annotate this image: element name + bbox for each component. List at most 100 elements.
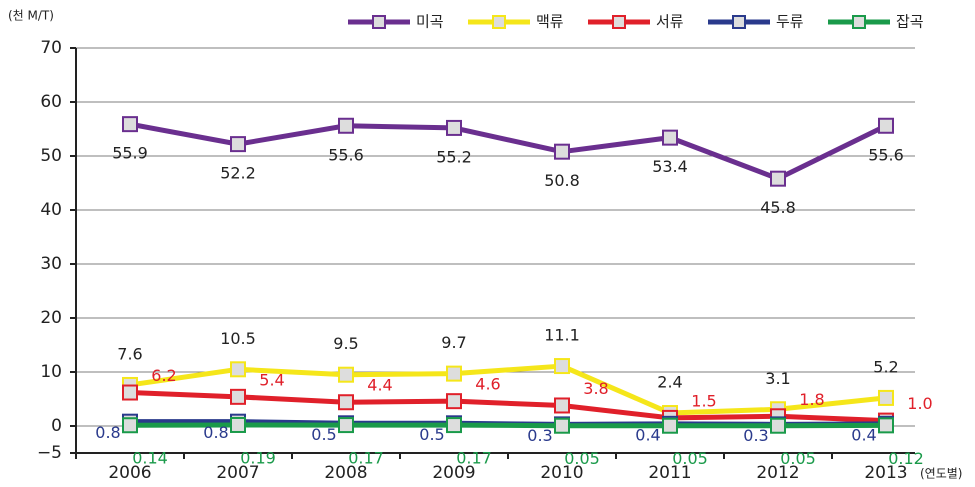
marker <box>230 361 246 378</box>
marker <box>446 365 462 382</box>
value-label: 0.05 <box>564 449 600 468</box>
marker <box>878 389 894 406</box>
x-tick-label: 2009 <box>432 463 475 483</box>
marker <box>338 366 354 383</box>
value-label: 55.2 <box>436 147 472 166</box>
value-label: 0.8 <box>95 423 120 442</box>
value-label: 0.14 <box>132 449 168 468</box>
y-tick-label: 30 <box>40 254 62 274</box>
value-label: 0.4 <box>851 425 876 444</box>
marker <box>770 417 786 434</box>
value-label: 5.2 <box>873 357 898 376</box>
value-label: 55.6 <box>868 145 904 164</box>
marker <box>554 358 570 375</box>
value-label: 0.3 <box>527 426 552 445</box>
marker <box>554 397 570 414</box>
legend-label: 두류 <box>776 13 804 31</box>
marker <box>662 129 678 146</box>
value-label: 11.1 <box>544 326 580 345</box>
value-label: 0.5 <box>311 425 336 444</box>
value-label: 5.4 <box>259 370 284 389</box>
value-label: 0.17 <box>456 449 492 468</box>
value-label: 3.1 <box>765 369 790 388</box>
marker <box>878 117 894 134</box>
y-tick-label: 50 <box>40 146 62 166</box>
x-tick-label: 2006 <box>108 463 151 483</box>
value-label: 7.6 <box>117 344 142 363</box>
marker <box>554 417 570 434</box>
value-label: 0.8 <box>203 423 228 442</box>
x-tick-label: 2007 <box>216 463 259 483</box>
y-tick-label: 40 <box>40 200 62 220</box>
legend-label: 맥류 <box>536 13 564 31</box>
value-label: 0.17 <box>348 449 384 468</box>
y-tick-label: 0 <box>51 416 62 436</box>
x-tick-label: 2013 <box>864 463 907 483</box>
marker <box>554 143 570 160</box>
legend-marker <box>372 15 386 29</box>
value-label: 9.5 <box>333 334 358 353</box>
marker <box>122 417 138 434</box>
marker <box>338 117 354 134</box>
marker <box>662 417 678 434</box>
y-tick-label: −5 <box>37 443 62 463</box>
marker <box>446 393 462 410</box>
legend-marker <box>852 15 866 29</box>
value-label: 4.4 <box>367 376 392 395</box>
value-label: 0.3 <box>743 426 768 445</box>
value-label: 9.7 <box>441 333 466 352</box>
y-tick-label: 70 <box>40 38 62 58</box>
legend-marker <box>492 15 506 29</box>
marker <box>230 136 246 153</box>
marker <box>230 388 246 405</box>
value-label: 55.9 <box>112 144 148 163</box>
value-label: 0.05 <box>672 449 708 468</box>
value-label: 0.05 <box>780 449 816 468</box>
value-label: 55.6 <box>328 145 364 164</box>
marker <box>338 417 354 434</box>
value-label: 45.8 <box>760 198 796 217</box>
value-label: 0.19 <box>240 448 276 467</box>
series-line <box>129 121 888 182</box>
marker <box>446 119 462 136</box>
legend-label: 서류 <box>656 13 684 31</box>
x-axis-label: (연도별) <box>920 467 962 481</box>
x-tick-label: 2008 <box>324 463 367 483</box>
marker <box>878 417 894 434</box>
x-tick-label: 2012 <box>756 463 799 483</box>
y-tick-label: 60 <box>40 92 62 112</box>
y-tick-label: 20 <box>40 308 62 328</box>
series-line <box>129 363 887 416</box>
series-line <box>129 422 887 429</box>
marker <box>122 384 138 401</box>
value-label: 4.6 <box>475 375 500 394</box>
value-label: 10.5 <box>220 329 256 348</box>
value-label: 3.8 <box>583 379 608 398</box>
marker <box>122 116 138 133</box>
value-label: 52.2 <box>220 164 256 183</box>
x-tick-label: 2011 <box>648 463 691 483</box>
value-label: 1.5 <box>691 391 716 410</box>
legend-label: 잡곡 <box>896 13 924 31</box>
series-line <box>129 390 887 424</box>
value-label: 1.0 <box>907 394 932 413</box>
value-label: 50.8 <box>544 171 580 190</box>
value-label: 0.5 <box>419 425 444 444</box>
value-label: 0.12 <box>888 449 924 468</box>
value-label: 0.4 <box>635 425 660 444</box>
legend-marker <box>732 15 746 29</box>
value-label: 53.4 <box>652 157 688 176</box>
marker <box>446 417 462 434</box>
marker <box>770 170 786 187</box>
value-label: 1.8 <box>799 390 824 409</box>
x-tick-label: 2010 <box>540 463 583 483</box>
y-axis-label: (천 M/T) <box>8 8 54 23</box>
y-tick-label: 10 <box>40 362 62 382</box>
value-label: 6.2 <box>151 366 176 385</box>
value-label: 2.4 <box>657 373 682 392</box>
legend-label: 미곡 <box>416 13 444 31</box>
legend-marker <box>612 15 626 29</box>
marker <box>230 416 246 433</box>
marker <box>338 394 354 411</box>
